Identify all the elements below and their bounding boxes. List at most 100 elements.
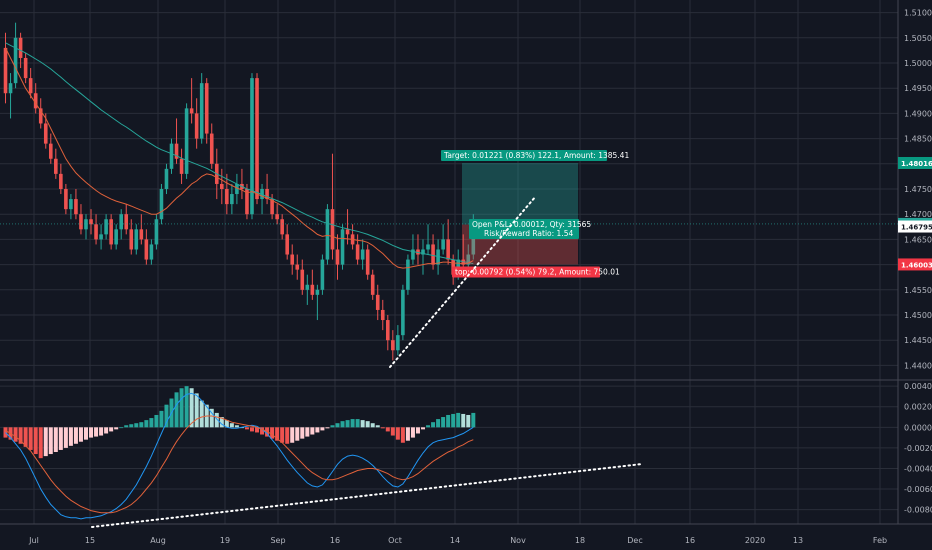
candle-body bbox=[84, 219, 88, 230]
candle-body bbox=[220, 183, 224, 189]
candle-body bbox=[134, 229, 139, 250]
y-tick-label: 1.44500 bbox=[904, 336, 932, 345]
y-tick-label: 1.47000 bbox=[904, 210, 932, 219]
macd-histogram-bar bbox=[28, 427, 33, 450]
macd-histogram-bar bbox=[270, 427, 275, 439]
candle-body bbox=[59, 173, 63, 189]
macd-histogram-bar bbox=[385, 427, 390, 432]
macd-histogram-bar bbox=[99, 427, 104, 436]
candle-body bbox=[396, 335, 400, 351]
candle-body bbox=[69, 199, 73, 210]
candle-body bbox=[28, 78, 33, 94]
y-tick-label: 1.49000 bbox=[904, 109, 932, 118]
candle-body bbox=[365, 249, 370, 275]
macd-histogram-bar bbox=[300, 427, 305, 439]
macd-histogram-bar bbox=[305, 427, 310, 437]
candle-body bbox=[335, 249, 340, 265]
macd-histogram-bar bbox=[13, 427, 18, 442]
target-label-bg bbox=[441, 149, 607, 161]
y-tick-label: 1.45500 bbox=[904, 286, 932, 295]
macd-histogram-bar bbox=[209, 408, 214, 428]
macd-histogram-bar bbox=[58, 427, 63, 450]
candle-body bbox=[446, 239, 450, 260]
x-tick-label: Aug bbox=[150, 536, 166, 545]
macd-histogram-bar bbox=[94, 427, 99, 437]
candle-body bbox=[159, 189, 164, 220]
candle-body bbox=[391, 340, 395, 351]
candle-body bbox=[194, 113, 199, 139]
candle-body bbox=[385, 320, 390, 341]
macd-histogram-bar bbox=[109, 427, 114, 432]
macd-histogram-bar bbox=[73, 427, 78, 444]
macd-histogram-bar bbox=[124, 425, 129, 428]
candle-body bbox=[441, 239, 445, 250]
candle-body bbox=[380, 309, 385, 321]
macd-histogram-bar bbox=[340, 421, 345, 428]
macd-histogram-bar bbox=[199, 400, 204, 428]
candle-body bbox=[225, 189, 229, 205]
macd-histogram-bar bbox=[164, 404, 169, 428]
candle-body bbox=[89, 219, 93, 225]
candle-body bbox=[189, 108, 194, 114]
candle-body bbox=[406, 259, 410, 290]
macd-histogram-bar bbox=[461, 413, 466, 428]
macd-histogram-bar bbox=[149, 418, 154, 428]
macd-histogram-bar bbox=[375, 425, 380, 428]
macd-histogram-bar bbox=[154, 414, 159, 428]
x-tick-label: Sep bbox=[270, 536, 285, 545]
candle-body bbox=[345, 229, 350, 235]
long-position-tool[interactable]: Target: 0.01221 (0.83%) 122.1, Amount: 1… bbox=[441, 149, 629, 278]
target-price-tag: 1.48016 bbox=[901, 160, 932, 168]
macd-histogram-bar bbox=[456, 412, 461, 428]
macd-histogram-bar bbox=[431, 422, 436, 428]
macd-histogram-bar bbox=[224, 420, 229, 428]
last-price-tag: 1.46795 bbox=[901, 224, 932, 232]
ema-fast-line bbox=[5, 47, 474, 269]
candle-body bbox=[43, 123, 48, 144]
macd-histogram-bar bbox=[119, 427, 124, 429]
y-tick-label: 1.48500 bbox=[904, 135, 932, 144]
open-pnl-label: Open P&L: 0.00012, Qty: 31565 bbox=[472, 220, 591, 229]
candle-body bbox=[466, 254, 471, 265]
candle-body bbox=[164, 168, 169, 189]
macd-histogram-bar bbox=[144, 420, 149, 428]
candle-body bbox=[280, 219, 284, 235]
macd-histogram-bar bbox=[335, 423, 340, 428]
macd-histogram-bar bbox=[350, 419, 355, 428]
candle-body bbox=[38, 108, 43, 124]
candle-body bbox=[114, 229, 118, 245]
macd-histogram-bar bbox=[390, 427, 395, 436]
candle-body bbox=[431, 244, 435, 265]
y-tick-label: 1.50000 bbox=[904, 59, 932, 68]
macd-trendline bbox=[91, 463, 643, 528]
candle-body bbox=[94, 224, 98, 240]
macd-histogram-bar bbox=[415, 427, 420, 434]
x-tick-label: 14 bbox=[450, 536, 460, 545]
macd-histogram-bar bbox=[174, 392, 179, 428]
trendlines[interactable] bbox=[91, 195, 643, 528]
candle-body bbox=[154, 219, 159, 245]
candle-body bbox=[169, 143, 174, 169]
macd-histogram-bar bbox=[104, 427, 109, 434]
macd-histogram-bar bbox=[89, 427, 94, 438]
candle-body bbox=[370, 274, 375, 295]
candle-body bbox=[174, 143, 179, 159]
macd-histogram-bar bbox=[315, 427, 320, 433]
macd-histogram-bar bbox=[63, 427, 68, 448]
candle-body bbox=[295, 264, 300, 270]
macd-histogram-bar bbox=[446, 414, 451, 428]
candle-body bbox=[139, 229, 144, 240]
candle-body bbox=[270, 199, 274, 215]
macd-histogram-bar bbox=[234, 425, 239, 428]
candle-body bbox=[310, 284, 315, 295]
axes: Jul 15 Aug 19 Sep 16 Oct 14 Nov 18 Dec 16 2020 13 Feb 1… bbox=[28, 9, 932, 545]
macd-histogram-bar bbox=[129, 424, 134, 428]
macd-histogram-bar bbox=[365, 421, 370, 428]
candle-body bbox=[300, 269, 305, 290]
macd-histogram-bar bbox=[426, 425, 431, 428]
stop-label: top: 0.00792 (0.54%) 79.2, Amount: 750.0… bbox=[455, 267, 620, 276]
